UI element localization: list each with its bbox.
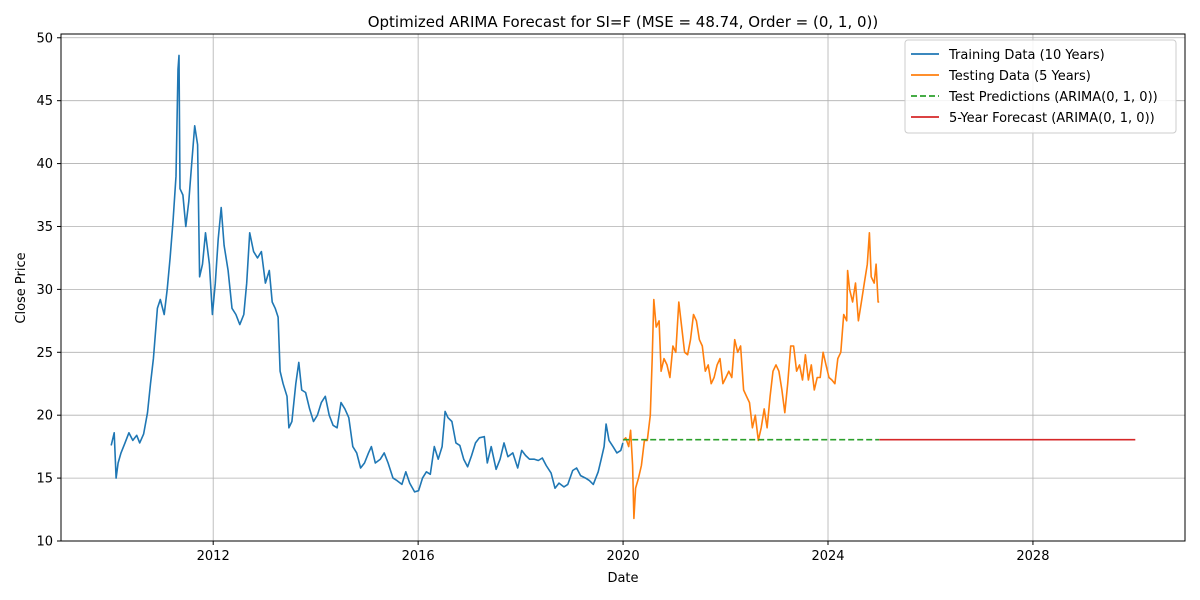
series-line-training-data-10-years [110,54,624,493]
x-axis-label: Date [607,571,638,586]
plot-series [110,54,1136,520]
grid [61,34,1185,542]
y-tick-label: 20 [36,409,53,424]
chart-title: Optimized ARIMA Forecast for SI=F (MSE =… [368,13,879,31]
y-tick-label: 10 [36,535,53,550]
y-tick-label: 40 [36,157,53,172]
legend-label: Testing Data (5 Years) [948,69,1091,84]
x-tick-label: 2024 [811,549,844,564]
legend-label: 5-Year Forecast (ARIMA(0, 1, 0)) [949,111,1155,126]
y-tick-label: 15 [36,472,53,487]
axis-ticks: 2012 2016 2020 2024 2028 10 15 20 25 30 35 40 45 50 [36,31,1049,564]
legend: Training Data (10 Years) Testing Data (5 … [904,39,1177,134]
legend-label: Training Data (10 Years) [948,48,1105,63]
y-tick-label: 25 [36,346,53,361]
y-tick-label: 30 [36,283,53,298]
x-tick-label: 2012 [197,549,230,564]
legend-label: Test Predictions (ARIMA(0, 1, 0)) [948,90,1158,105]
x-tick-label: 2028 [1016,549,1049,564]
x-tick-label: 2020 [607,549,640,564]
x-tick-label: 2016 [402,549,435,564]
legend-box [904,39,1177,134]
y-tick-label: 45 [36,94,53,109]
y-axis-label: Close Price [14,252,29,323]
y-tick-label: 35 [36,220,53,235]
y-tick-label: 50 [36,31,53,46]
series-line-testing-data-5-years [622,232,880,520]
